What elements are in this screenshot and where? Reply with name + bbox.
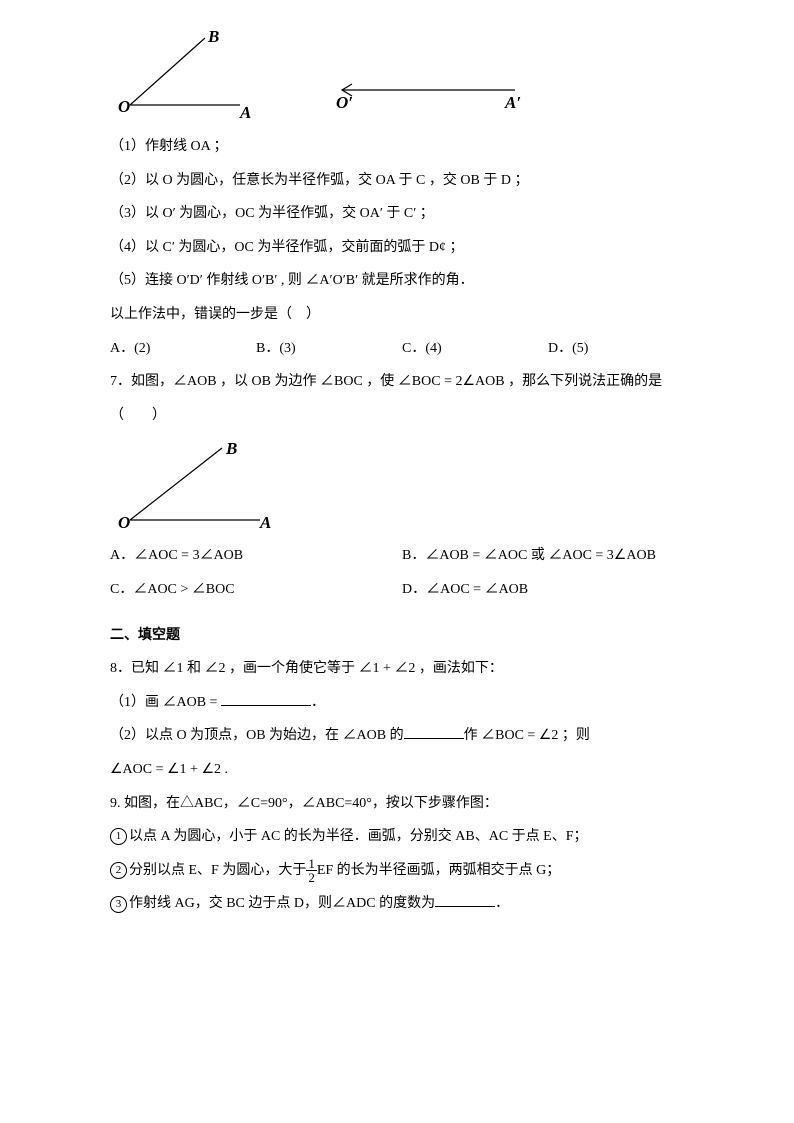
fraction-half: 12 — [306, 857, 317, 884]
q9-text: 9. 如图，在△ABC，∠C=90°，∠ABC=40°，按以下步骤作图： — [110, 787, 694, 821]
q9-s2a: 分别以点 E、F 为圆心，大于 — [129, 863, 306, 878]
label-A-2: A — [259, 513, 271, 532]
figure-ray-opap: O′ A′ — [330, 70, 530, 120]
label-O-2: O — [118, 513, 130, 532]
q9-s1: 以点 A 为圆心，小于 AC 的长为半径．画弧，分别交 AB、AC 于点 E、F… — [129, 829, 588, 844]
q6-lead: 以上作法中，错误的一步是（ ） — [110, 298, 694, 332]
q8-s2a: （2）以点 O 为顶点，OB 为始边，在 ∠AOB 的 — [110, 728, 404, 743]
q7-options-row2: C．∠AOC > ∠BOC D．∠AOC = ∠AOB — [110, 573, 694, 607]
q7-text: 7．如图，∠AOB ，以 OB 为边作 ∠BOC ，使 ∠BOC = 2∠AOB… — [110, 365, 694, 432]
q6-step-2: （2）以 O 为圆心，任意长为半径作弧，交 OA 于 C ，交 OB 于 D ； — [110, 164, 694, 198]
q7-option-b[interactable]: B．∠AOB = ∠AOC 或 ∠AOC = 3∠AOB — [402, 539, 694, 573]
q6-step-1: （1）作射线 OA ； — [110, 130, 694, 164]
section-2-heading: 二、填空题 — [110, 619, 694, 653]
q8-text: 8．已知 ∠1 和 ∠2 ，画一个角使它等于 ∠1 + ∠2 ，画法如下： — [110, 652, 694, 686]
figure-angle-aob: O A B — [110, 30, 260, 120]
frac-num: 1 — [306, 857, 317, 871]
q9-s3a: 作射线 AG，交 BC 边于点 D，则∠ADC 的度数为 — [129, 896, 435, 911]
q8-blank-1[interactable] — [221, 691, 311, 706]
frac-den: 2 — [306, 871, 317, 884]
q8-s1a: （1）画 ∠AOB = — [110, 695, 221, 710]
q6-options: A．(2) B．(3) C．(4) D．(5) — [110, 332, 694, 366]
label-A: A — [239, 103, 251, 120]
label-O: O — [118, 97, 130, 116]
circled-2-icon: 2 — [110, 862, 127, 879]
q9-s3b: ． — [495, 896, 509, 911]
q6-option-c[interactable]: C．(4) — [402, 332, 548, 366]
q7-options-row1: A．∠AOC = 3∠AOB B．∠AOB = ∠AOC 或 ∠AOC = 3∠… — [110, 539, 694, 573]
circled-1-icon: 1 — [110, 828, 127, 845]
q8-s2b: 作 ∠BOC = ∠2 ；则 — [464, 728, 590, 743]
q9-s2b: EF 的长为半径画弧，两弧相交于点 G； — [317, 863, 560, 878]
q9-blank[interactable] — [435, 892, 495, 907]
q6-step-5: （5）连接 O′D′ 作射线 O′B′ , 则 ∠A′O′B′ 就是所求作的角． — [110, 264, 694, 298]
label-B-2: B — [225, 440, 237, 458]
q6-option-d[interactable]: D．(5) — [548, 332, 694, 366]
q8-step-2: （2）以点 O 为顶点，OB 为始边，在 ∠AOB 的 作 ∠BOC = ∠2 ；… — [110, 719, 694, 753]
q7-option-c[interactable]: C．∠AOC > ∠BOC — [110, 573, 402, 607]
label-Ap: A′ — [504, 93, 521, 112]
q6-option-a[interactable]: A．(2) — [110, 332, 256, 366]
q8-blank-2[interactable] — [404, 724, 464, 739]
q7-option-d[interactable]: D．∠AOC = ∠AOB — [402, 573, 694, 607]
q6-option-b[interactable]: B．(3) — [256, 332, 402, 366]
figure-q6: O A B O′ A′ — [110, 30, 694, 120]
q8-step-1: （1）画 ∠AOB = ． — [110, 686, 694, 720]
q7-option-a[interactable]: A．∠AOC = 3∠AOB — [110, 539, 402, 573]
figure-q7: O A B — [110, 440, 694, 535]
label-B: B — [207, 30, 219, 46]
q9-step-2: 2分别以点 E、F 为圆心，大于12EF 的长为半径画弧，两弧相交于点 G； — [110, 854, 694, 888]
q9-step-3: 3作射线 AG，交 BC 边于点 D，则∠ADC 的度数为 ． — [110, 887, 694, 921]
q9-step-1: 1以点 A 为圆心，小于 AC 的长为半径．画弧，分别交 AB、AC 于点 E、… — [110, 820, 694, 854]
q8-s1b: ． — [311, 695, 325, 710]
q8-step-3: ∠AOC = ∠1 + ∠2 . — [110, 753, 694, 787]
q6-step-4: （4）以 C′ 为圆心，OC 为半径作弧，交前面的弧于 D¢ ； — [110, 231, 694, 265]
label-Op: O′ — [336, 93, 353, 112]
q6-step-3: （3）以 O′ 为圆心，OC 为半径作弧，交 OA′ 于 C′ ； — [110, 197, 694, 231]
circled-3-icon: 3 — [110, 896, 127, 913]
